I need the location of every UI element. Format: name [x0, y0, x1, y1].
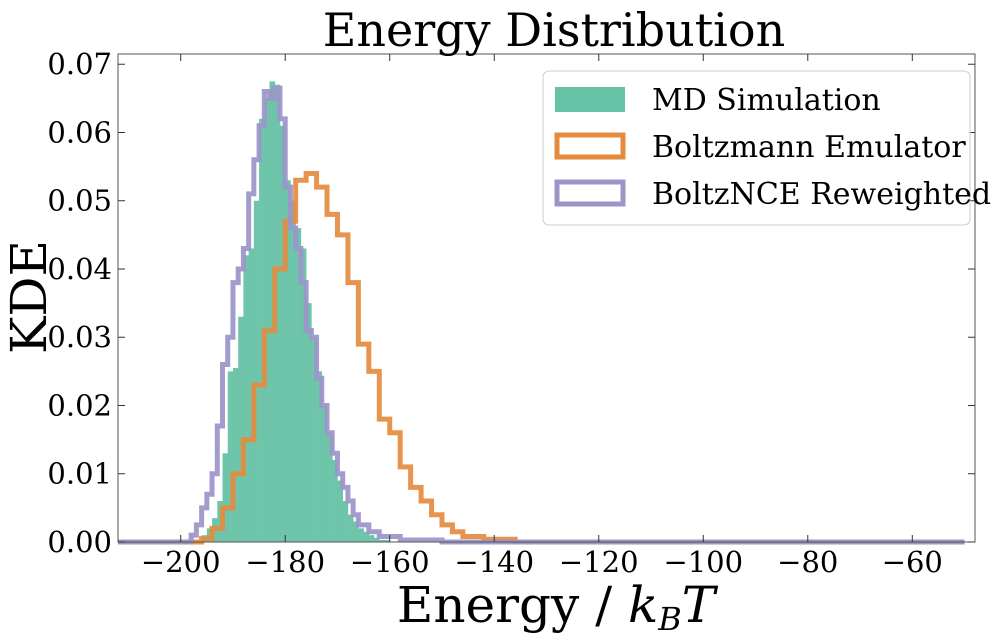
md-simulation-bar [232, 367, 239, 542]
x-axis-label-k: k [628, 576, 658, 634]
md-simulation-bar [321, 405, 328, 542]
y-tick-label: 0.01 [47, 457, 112, 491]
x-tick-label: −180 [245, 545, 325, 579]
md-simulation-bar [379, 539, 391, 542]
boltznce-reweighted-step-line [118, 85, 965, 545]
md-simulation-bar [316, 371, 323, 542]
md-simulation-bar [238, 316, 244, 542]
md-simulation-bar [374, 537, 380, 542]
x-tick-label: −160 [350, 545, 430, 579]
md-simulation-bar [363, 531, 370, 542]
md-simulation-bar [368, 535, 375, 542]
y-axis-label: KDE [0, 240, 58, 354]
x-axis-label: Energy / kBT [397, 576, 719, 638]
x-axis-label-text: Energy / [397, 576, 628, 634]
md-simulation-bar [222, 453, 229, 542]
y-tick-label: 0.00 [47, 525, 112, 559]
md-simulation-bar [332, 460, 338, 542]
legend-swatch-md-simulation [555, 87, 625, 112]
md-simulation-bar [264, 98, 270, 542]
x-tick-label: −200 [141, 545, 221, 579]
md-simulation-bar [279, 125, 286, 542]
md-simulation-bar [295, 228, 302, 542]
y-tick-label: 0.06 [47, 115, 112, 149]
md-simulation-bar [300, 248, 307, 542]
y-tick-label: 0.02 [47, 388, 112, 422]
y-tick-label: 0.04 [47, 252, 112, 286]
x-axis-ticks: −200 −180 −160 −140 −120 −100 −80 −60 [141, 54, 943, 579]
md-simulation-bar [337, 480, 344, 542]
legend-label-md-simulation: MD Simulation [652, 83, 881, 118]
md-simulation-bar [327, 432, 333, 542]
md-simulation-bar [311, 337, 317, 542]
y-axis-ticks: 0.00 0.01 0.02 0.03 0.04 0.05 0.06 0.07 [47, 47, 975, 559]
x-tick-label: −80 [777, 545, 838, 579]
md-simulation-bar [358, 528, 364, 542]
chart-title: Energy Distribution [323, 3, 785, 57]
x-axis-label-t: T [682, 576, 719, 634]
md-simulation-bar [253, 200, 260, 542]
md-simulation-bars [201, 81, 391, 543]
legend-label-boltznce-reweighted: BoltzNCE Reweighted [652, 177, 991, 212]
x-tick-label: −100 [663, 545, 743, 579]
plot-frame [117, 53, 976, 543]
md-simulation-bar [285, 180, 291, 542]
x-tick-label: −140 [454, 545, 534, 579]
y-tick-label: 0.07 [47, 47, 112, 81]
legend-swatch-boltzmann-emulator [554, 132, 626, 160]
y-tick-label: 0.03 [47, 320, 112, 354]
md-simulation-bar [243, 255, 249, 542]
y-tick-label: 0.05 [47, 184, 112, 218]
md-simulation-bar [274, 84, 281, 542]
x-tick-label: −60 [882, 545, 943, 579]
x-tick-label: −120 [559, 545, 639, 579]
step-outlines [118, 85, 965, 545]
md-simulation-bar [347, 514, 354, 542]
md-simulation-bar [342, 501, 349, 542]
legend-swatch-boltznce-reweighted [554, 179, 626, 207]
md-simulation-bar [227, 371, 234, 542]
boltzmann-emulator-step-line [118, 170, 965, 545]
legend-label-boltzmann-emulator: Boltzmann Emulator [652, 130, 966, 165]
legend-box [542, 70, 971, 226]
md-simulation-bar [306, 303, 312, 542]
md-simulation-bar [290, 200, 296, 542]
x-axis-label-sub-b: B [657, 600, 682, 638]
md-simulation-bar [353, 521, 359, 542]
legend: MD Simulation Boltzmann Emulator BoltzNC… [542, 70, 991, 226]
